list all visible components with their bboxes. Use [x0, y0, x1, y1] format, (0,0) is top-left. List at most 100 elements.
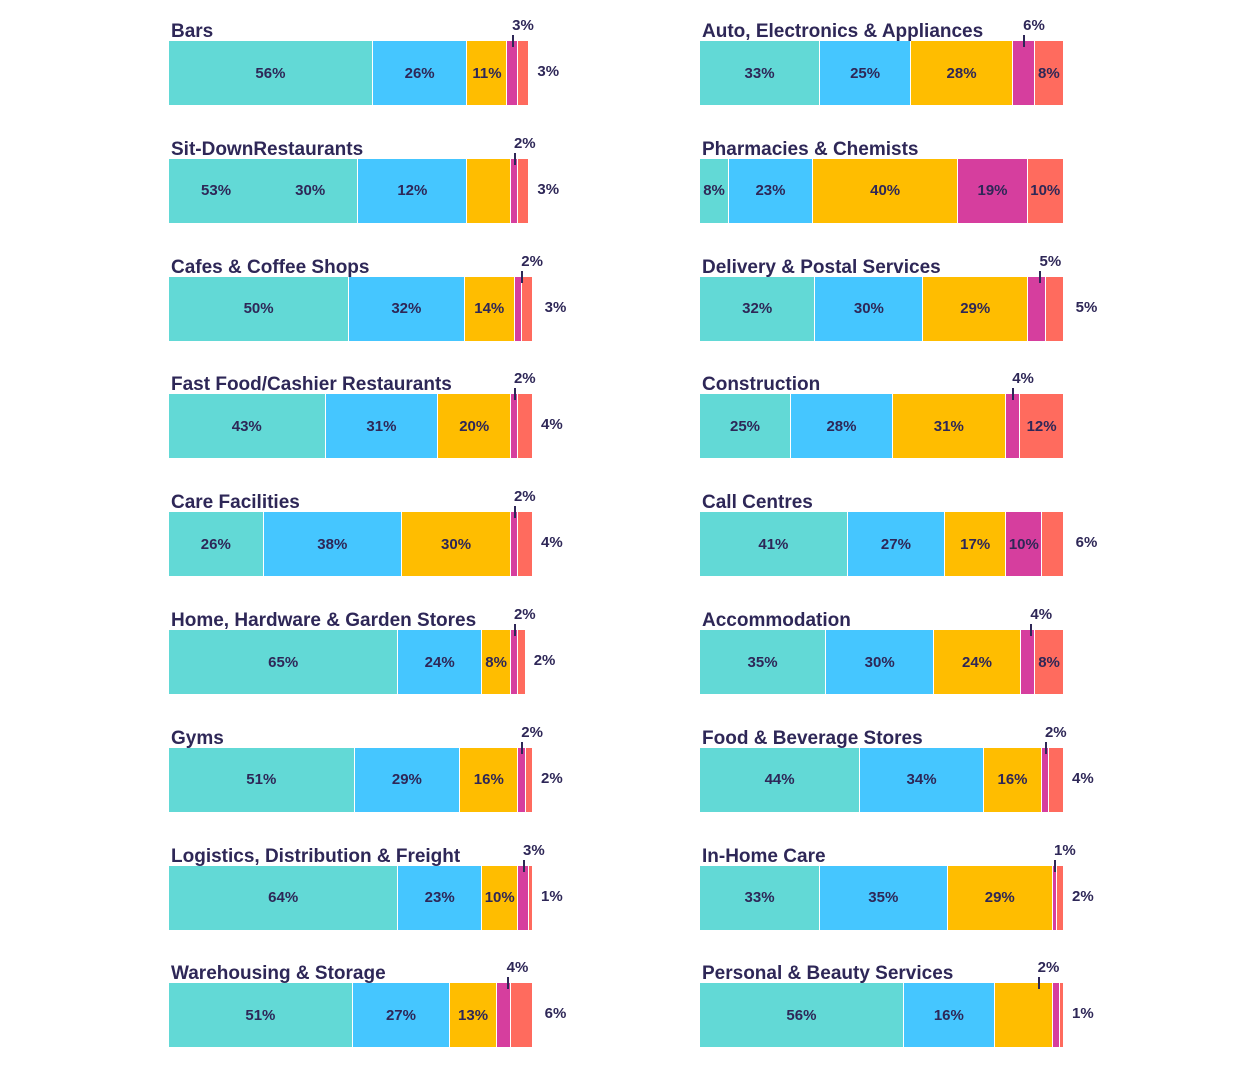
- outside-label: 3%: [537, 180, 560, 198]
- data-label: 8%: [485, 653, 507, 671]
- bar-segment: 24%: [934, 630, 1021, 694]
- bar-segment: 26%: [372, 41, 468, 105]
- data-label: 20%: [459, 417, 490, 435]
- bar-segment: [522, 276, 533, 341]
- data-label: 35%: [868, 889, 899, 907]
- data-label: 31%: [933, 417, 964, 435]
- chart-title: Food & Beverage Stores: [702, 727, 923, 749]
- bar-segment: [496, 983, 512, 1048]
- data-label: 29%: [960, 300, 991, 318]
- data-label: 51%: [245, 1006, 276, 1024]
- data-label: 16%: [933, 1006, 964, 1024]
- bar-chart-panel: Accommodation 35% 30% 24% 8% 4%: [700, 606, 1120, 720]
- chart-title: Personal & Beauty Services: [702, 963, 954, 985]
- bar-segment: 41%: [700, 512, 848, 577]
- bar-segment: 11%: [467, 41, 508, 105]
- bar-segment: 12%: [358, 158, 468, 223]
- data-label: 51%: [246, 771, 277, 789]
- bar-segment: [511, 158, 519, 223]
- data-label: 27%: [880, 535, 911, 553]
- outside-label: 5%: [1075, 298, 1098, 316]
- bar-segment: 32%: [700, 276, 816, 341]
- stacked-bar: 32% 30% 29% 5%: [700, 253, 1064, 341]
- callout-label: 4%: [1030, 606, 1053, 623]
- outside-label: 4%: [541, 416, 563, 434]
- bar-segment: [1060, 983, 1064, 1048]
- bar-segment: [518, 747, 526, 812]
- bar-segment: [1005, 394, 1021, 459]
- bar-segment: 30%: [815, 276, 924, 341]
- callout-label: 2%: [521, 723, 543, 741]
- bar-segment: 10%: [1027, 158, 1064, 223]
- bar-segment: 13%: [450, 983, 497, 1048]
- data-label: 23%: [755, 182, 786, 200]
- callout-leader-line: [513, 624, 516, 636]
- bar-segment: 30%: [826, 630, 935, 694]
- data-label: 31%: [366, 417, 397, 435]
- bar-segment: 43%: [169, 394, 326, 459]
- bar-chart-panel: Auto, Electronics & Appliances 33% 25% 28% 8…: [700, 17, 1120, 131]
- bar-segment: [1020, 630, 1036, 694]
- stacked-bar: 33% 25% 28% 8% 6%: [700, 17, 1064, 105]
- bar-chart-panel: Cafes & Coffee Shops 50% 32% 14% 2% 3%: [169, 253, 589, 367]
- chart-title: Gyms: [171, 727, 224, 749]
- data-label: 64%: [268, 889, 299, 907]
- callout-leader-line: [521, 270, 524, 283]
- data-label: 28%: [946, 64, 977, 82]
- bar-segment: 29%: [354, 747, 461, 812]
- callout-label: 2%: [1037, 959, 1060, 977]
- bar-chart-panel: Logistics, Distribution & Freight 64% 23% 1…: [169, 842, 589, 956]
- bar-chart-panel: Home, Hardware & Garden Stores 65% 24% 8% 2%…: [169, 606, 589, 720]
- bar-chart-panel: Pharmacies & Chemists 8% 23% 40% 19% 10%: [700, 139, 1120, 249]
- bar-segment: 20%: [438, 394, 512, 459]
- outside-label: 6%: [1075, 534, 1098, 552]
- data-label: 33%: [744, 64, 775, 82]
- callout-leader-line: [1044, 741, 1047, 754]
- bar-segment: 34%: [860, 747, 984, 812]
- outside-label: 2%: [1072, 887, 1094, 905]
- chart-title: Cafes & Coffee Shops: [171, 256, 370, 278]
- stacked-bar: 44% 34% 16% 2%: [700, 724, 1067, 812]
- bar-segment: 30%: [401, 512, 512, 577]
- bar-segment: 28%: [911, 41, 1014, 105]
- chart-title: Care Facilities: [171, 492, 300, 514]
- bar-segment: [467, 158, 512, 223]
- chart-title: Pharmacies & Chemists: [702, 138, 919, 160]
- bar-segment: 64%: [169, 865, 399, 930]
- bar-segment: 33%: [700, 41, 821, 105]
- data-label: 34%: [906, 771, 937, 789]
- bar-segment: [518, 865, 530, 930]
- chart-title: Bars: [171, 21, 214, 42]
- stacked-bar: 33% 35% 29% 1%: [700, 842, 1076, 930]
- callout-label: 4%: [506, 959, 529, 977]
- bar-segment: 56%: [700, 983, 904, 1048]
- stacked-bar: 56% 26% 11% 3%: [169, 17, 534, 105]
- bar-segment: [1027, 276, 1046, 341]
- bar-segment: [1042, 747, 1050, 812]
- outside-label: 3%: [544, 298, 567, 316]
- bar-segment: 8%: [700, 158, 730, 223]
- data-label: 40%: [870, 182, 901, 200]
- chart-title: Logistics, Distribution & Freight: [171, 845, 461, 867]
- bar-segment: [518, 512, 533, 577]
- bar-segment: 24%: [398, 630, 483, 694]
- callout-label: 2%: [513, 134, 536, 152]
- bar-chart-panel: Care Facilities 26% 38% 30% 2% 4%: [169, 488, 589, 602]
- bar-segment: [1053, 865, 1057, 930]
- data-label: 41%: [758, 535, 789, 553]
- stacked-bar: 51% 29% 16% 2%: [169, 724, 543, 812]
- chart-title: Warehousing & Storage: [171, 963, 386, 985]
- data-label: 8%: [703, 182, 725, 200]
- bar-chart-panel: Sit-DownRestaurants 53% 30% 12% 2% 3%: [169, 135, 589, 249]
- bar-segment: 28%: [791, 394, 893, 459]
- bar-segment: 38%: [263, 512, 402, 577]
- bar-segment: [514, 276, 523, 341]
- data-label: 26%: [404, 64, 435, 82]
- bar-segment: 40%: [812, 158, 959, 223]
- chart-title: Construction: [702, 374, 821, 396]
- outside-label: 4%: [541, 534, 563, 552]
- data-label: 38%: [317, 535, 348, 553]
- bar-segment: [994, 983, 1054, 1048]
- bar-segment: 29%: [947, 865, 1054, 930]
